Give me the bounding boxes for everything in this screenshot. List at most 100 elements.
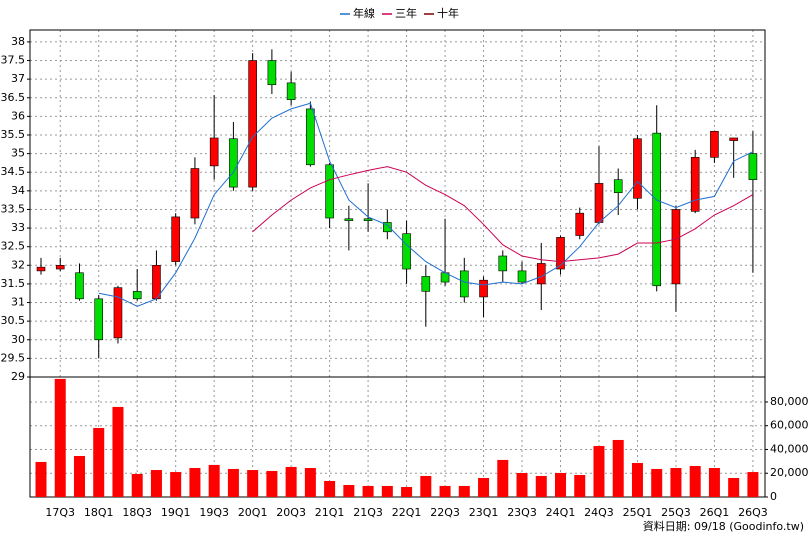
ma-line: [98, 102, 754, 307]
x-tick-label: 23Q1: [469, 506, 499, 519]
candle-body: [132, 291, 142, 300]
candle-body: [690, 157, 700, 212]
y-tick-label: 29.5: [1, 351, 26, 364]
y-tick-label: 35: [11, 147, 25, 160]
y2-tick-label: 20,000: [770, 466, 808, 479]
candle-body: [344, 218, 354, 221]
y-tick-label: 38: [11, 35, 25, 48]
volume-bar: [420, 475, 432, 497]
candle-body: [536, 263, 546, 285]
candle-body: [113, 287, 123, 339]
candle-body: [575, 212, 585, 236]
volume-bar: [728, 477, 740, 497]
x-tick-label: 21Q1: [315, 506, 345, 519]
volume-bar: [304, 468, 316, 497]
volume-bar: [458, 485, 470, 497]
x-tick-label: 26Q3: [738, 506, 768, 519]
y-tick-label: 30: [11, 333, 25, 346]
y2-tick-label: 60,000: [770, 419, 808, 432]
volume-bar: [689, 465, 701, 497]
volume-bar: [324, 480, 336, 497]
y-tick-label: 36.5: [1, 91, 26, 104]
volume-bar: [439, 485, 451, 497]
volume-bar: [401, 487, 413, 497]
candle-body: [479, 279, 488, 298]
volume-bar: [708, 468, 720, 497]
legend-label: 十年: [437, 6, 459, 20]
candle-body: [671, 209, 681, 285]
volume-bar: [93, 427, 105, 497]
y-tick-label: 30.5: [1, 314, 26, 327]
y-tick-label: 37.5: [1, 54, 26, 67]
y-tick-label: 32: [11, 258, 25, 271]
candle-body: [190, 168, 200, 219]
volume-bar: [227, 468, 239, 497]
candle-body: [363, 218, 373, 221]
y-tick-label: 35.5: [1, 128, 26, 141]
source-note: 資料日期: 09/18 (Goodinfo.tw): [643, 519, 804, 533]
candle-body: [325, 164, 334, 219]
x-tick-label: 26Q1: [700, 506, 730, 519]
volume-bar: [574, 475, 586, 497]
y-tick-label: 32.5: [1, 240, 26, 253]
y2-tick-label: 80,000: [770, 395, 808, 408]
candle-body: [383, 222, 392, 233]
volume-bar: [497, 459, 509, 497]
volume-bar: [343, 485, 355, 497]
candle-body: [402, 233, 411, 270]
x-tick-label: 25Q3: [661, 506, 691, 519]
ma-line: [252, 166, 754, 263]
candle-body: [517, 270, 527, 283]
x-tick-label: 17Q3: [45, 506, 75, 519]
candle-body: [498, 255, 508, 272]
y-tick-label: 29: [11, 370, 25, 383]
candle-body: [748, 153, 758, 180]
x-tick-label: 24Q3: [584, 506, 614, 519]
candle-body: [633, 138, 642, 199]
candle-body: [459, 270, 469, 298]
y-tick-label: 31.5: [1, 277, 26, 290]
candle-body: [36, 266, 46, 272]
volume-bar: [170, 472, 182, 497]
legend-label: 年線: [353, 6, 375, 20]
y2-tick-label: 40,000: [770, 442, 808, 455]
volume-bar: [131, 473, 143, 497]
y-tick-label: 34: [11, 184, 25, 197]
volume-bar: [381, 485, 393, 497]
x-tick-label: 23Q3: [507, 506, 537, 519]
candle-body: [421, 276, 431, 292]
volume-bar: [555, 473, 567, 497]
x-tick-label: 20Q1: [238, 506, 268, 519]
y-tick-label: 34.5: [1, 165, 26, 178]
candle-body: [229, 138, 238, 188]
y-tick-label: 37: [11, 72, 25, 85]
volume-bar: [266, 470, 278, 497]
y-tick-label: 33: [11, 221, 25, 234]
x-tick-label: 22Q1: [392, 506, 422, 519]
x-tick-label: 24Q1: [546, 506, 576, 519]
x-tick-label: 19Q1: [161, 506, 191, 519]
candle-body: [209, 137, 219, 167]
y-tick-label: 31: [11, 296, 25, 309]
volume-bar: [285, 466, 297, 497]
volume-bar: [247, 470, 259, 497]
candle-body: [306, 108, 315, 166]
volume-bar: [535, 475, 547, 497]
volume-bar: [73, 456, 85, 497]
x-tick-label: 18Q1: [84, 506, 114, 519]
volume-panel-frame: [29, 376, 766, 498]
volume-bar: [189, 468, 201, 497]
volume-bar: [612, 439, 624, 497]
candle-body: [652, 132, 662, 287]
candle-body: [286, 82, 296, 100]
volume-bar: [112, 406, 124, 497]
candle-body: [152, 265, 161, 300]
x-tick-label: 21Q3: [353, 506, 383, 519]
volume-bar: [651, 468, 663, 497]
y2-tick-label: 0: [770, 490, 777, 503]
y-tick-label: 33.5: [1, 202, 26, 215]
volume-bar: [593, 446, 605, 497]
x-tick-label: 20Q3: [276, 506, 306, 519]
candle-body: [75, 272, 84, 300]
